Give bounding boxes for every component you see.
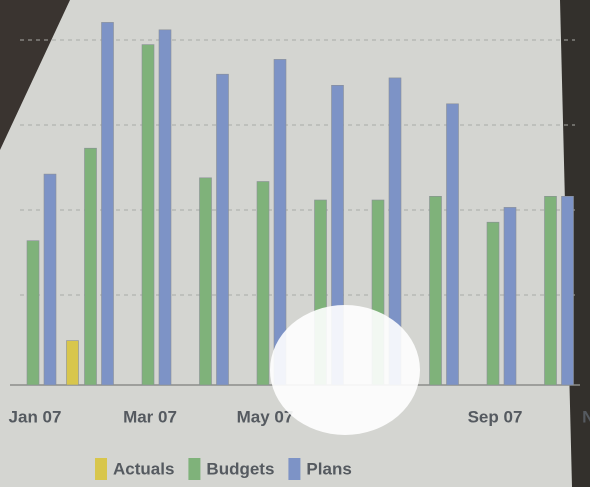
bar [159,30,171,385]
legend-label: Budgets [206,459,274,478]
legend-label: Plans [306,459,351,478]
legend-swatch [95,458,107,480]
bar [142,45,154,385]
legend-label: Actuals [113,459,174,478]
legend-swatch [288,458,300,480]
bar [487,222,499,385]
bar [85,148,97,385]
bar [44,174,56,385]
bar [545,196,557,385]
bar [562,196,574,385]
x-tick-label: Mar 07 [123,407,177,426]
x-tick-label: May 07 [237,407,294,426]
legend-swatch [188,458,200,480]
bar [257,182,269,386]
bar [447,104,459,385]
bar [67,341,79,385]
bar [504,207,516,385]
chart: Jan 07 Mar 07 May 07 Sep 07 Nov 07 Actuals Bud… [0,0,590,487]
bar [430,196,442,385]
bar [27,241,39,385]
bar [102,22,114,385]
x-tick-label: Jan 07 [9,407,62,426]
glare [270,305,420,435]
x-tick-label: Sep 07 [468,407,523,426]
bar [200,178,212,385]
x-tick-label: Nov 07 [582,407,590,426]
bar [217,74,229,385]
